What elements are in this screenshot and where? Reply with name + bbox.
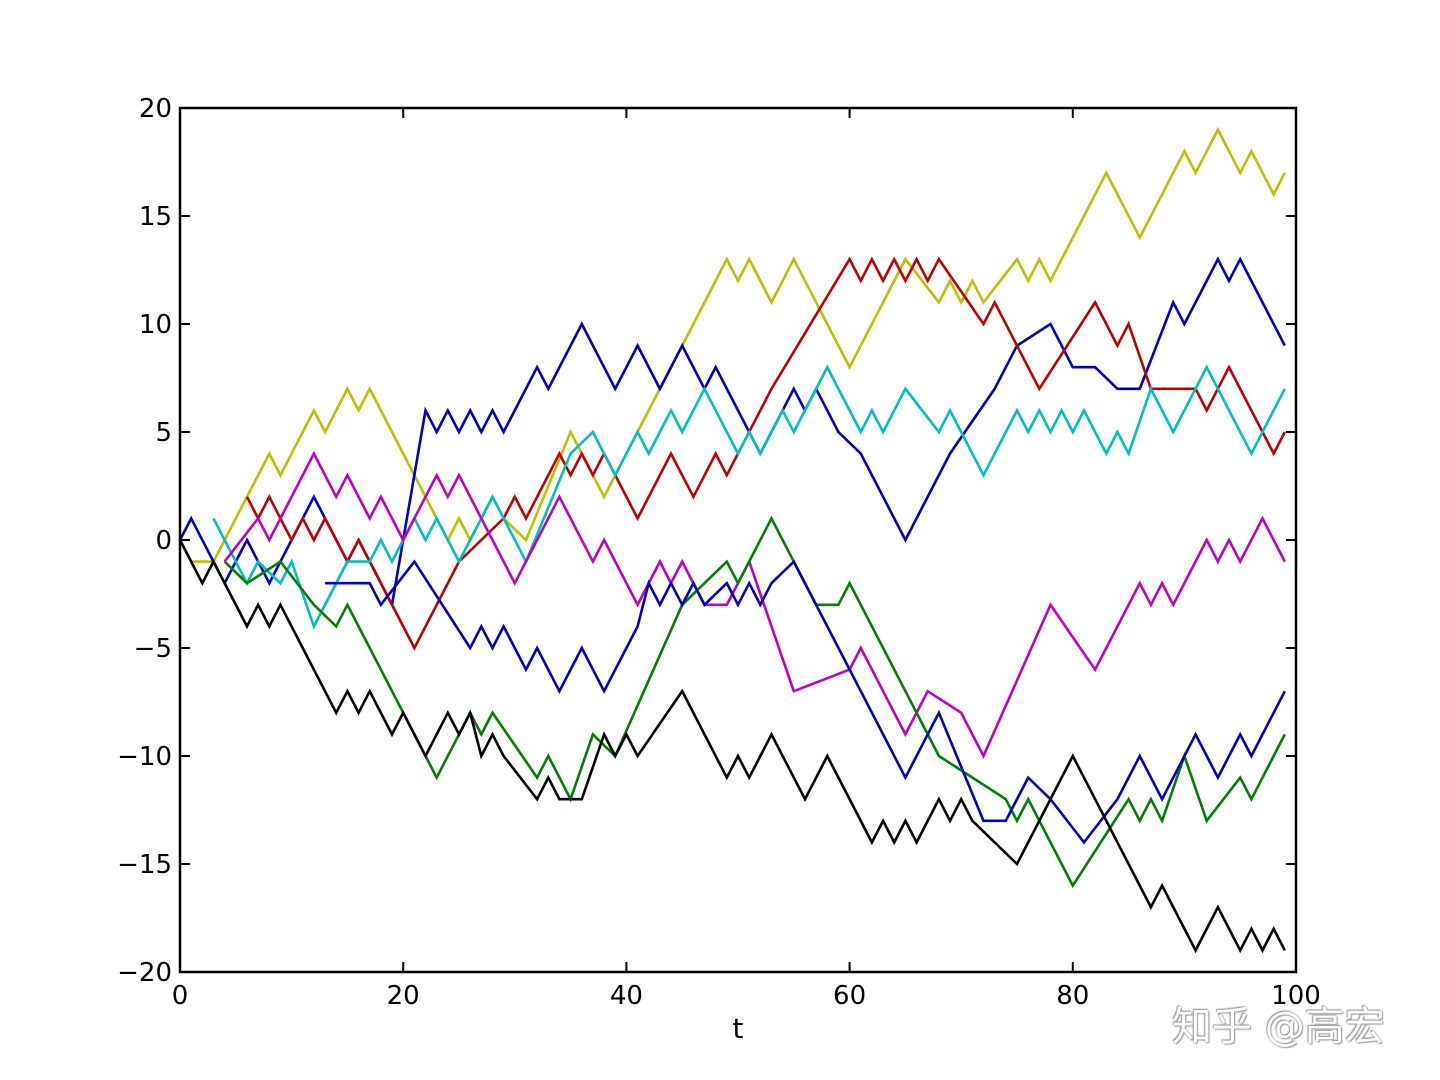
x-tick-label: 20: [387, 981, 420, 1011]
y-tick-label: 15: [139, 202, 172, 232]
y-tick-label: −20: [117, 958, 172, 988]
series-line-5: [223, 450, 1286, 760]
y-tick-label: 0: [155, 526, 172, 556]
y-tick-label: 10: [139, 310, 172, 340]
series-line-2: [178, 256, 1286, 609]
plot-frame: [178, 106, 1298, 974]
y-tick-label: 5: [155, 418, 172, 448]
labels-layer: 0 20 40 60 80 100 −20 −15 −10 −5 0 5 10 15 20: [117, 94, 1321, 1011]
watermark-text: 知乎 @高宏: [1172, 1004, 1385, 1050]
series-line-6: [223, 515, 1286, 889]
y-tick-label: −10: [117, 742, 172, 772]
series-line-8: [178, 539, 1286, 954]
x-tick-label: 40: [610, 981, 643, 1011]
series-line-1: [178, 126, 1286, 563]
series-line-7: [325, 559, 1286, 845]
y-tick-label: −5: [134, 634, 172, 664]
x-tick-label: 80: [1056, 981, 1089, 1011]
y-tick-label: −15: [117, 850, 172, 880]
series-layer: [178, 126, 1286, 954]
series-line-3: [245, 256, 1286, 651]
x-axis-label: t: [733, 1012, 744, 1045]
series-line-4: [212, 364, 1286, 630]
y-tick-label: 20: [139, 94, 172, 124]
x-tick-label: 60: [833, 981, 866, 1011]
ticks-layer: [179, 107, 1297, 973]
x-tick-label: 100: [1271, 981, 1321, 1011]
x-tick-label: 0: [172, 981, 189, 1011]
